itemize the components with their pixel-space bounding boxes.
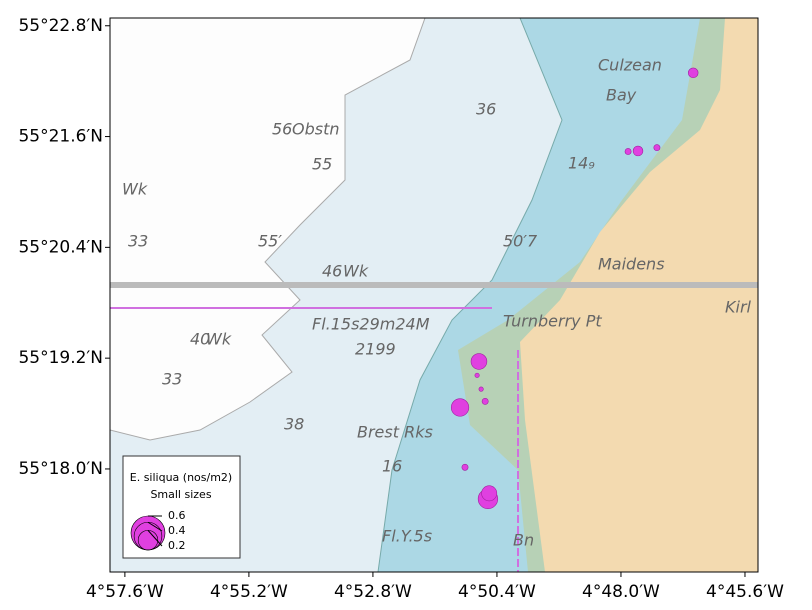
- map-label: 36: [476, 100, 496, 119]
- legend-subtitle: Small sizes: [150, 488, 211, 501]
- axes: 4°57.6′W 4°55.2′W 4°52.8′W 4°50.4′W 4°48.0′W…: [18, 16, 784, 602]
- map-label: Wk: [206, 330, 232, 349]
- bubble: [461, 463, 469, 471]
- y-tick-label: 55°22.8′N: [18, 16, 103, 36]
- map-label: Fl.15s29m24M: [312, 315, 430, 334]
- map-label: 38: [284, 415, 304, 434]
- map-label: Wk: [122, 180, 148, 199]
- bubble: [450, 398, 470, 417]
- bubble: [470, 353, 488, 370]
- bubble: [481, 485, 498, 502]
- legend-size-label: 0.6: [168, 509, 186, 522]
- land: [520, 18, 758, 572]
- y-tick-label: 55°21.6′N: [18, 127, 103, 147]
- map-label: 40: [190, 330, 210, 349]
- bubble: [624, 148, 632, 155]
- legend-bubble: [137, 530, 159, 551]
- map-label: 14₉: [568, 154, 595, 173]
- map-label: 33: [162, 370, 182, 389]
- bubble: [481, 397, 489, 405]
- bubble: [474, 372, 480, 378]
- x-tick-label: 4°52.8′W: [334, 582, 412, 602]
- map-label: Obstn: [292, 120, 340, 139]
- frame: [109, 17, 759, 573]
- bubble: [632, 145, 644, 157]
- bubble: [478, 386, 484, 392]
- legend-leader: [147, 530, 163, 547]
- bubble: [687, 67, 699, 79]
- map-label: 2199: [355, 340, 396, 359]
- map-label: Wk: [343, 262, 369, 281]
- map-label: 55′: [258, 232, 282, 251]
- map-label: Kirl: [725, 298, 752, 317]
- bubble: [653, 144, 661, 152]
- bubbles: [450, 67, 699, 509]
- y-tick-label: 55°18.0′N: [18, 459, 103, 479]
- x-tick-label: 4°50.4′W: [458, 582, 536, 602]
- map-label: Culzean: [598, 56, 662, 75]
- shallow-area: [110, 18, 426, 441]
- legend: E. siliqua (nos/m2) Small sizes 0.60.40.…: [122, 455, 241, 559]
- map-label: Brest Rks: [357, 423, 433, 442]
- y-tick-label: 55°20.4′N: [18, 237, 103, 257]
- legend-size-label: 0.2: [168, 539, 186, 552]
- legend-leader: [147, 521, 163, 532]
- y-tick-label: 55°19.2′N: [18, 348, 103, 368]
- x-tick-label: 4°45.6′W: [706, 582, 784, 602]
- legend-size-label: 0.4: [168, 524, 186, 537]
- map-label: Turnberry Pt: [503, 312, 602, 331]
- map-label: Bn: [513, 531, 534, 550]
- legend-items: 0.6 0.4 0.2: [130, 509, 186, 552]
- map-label: 50′7: [503, 232, 538, 251]
- map-label: 33: [128, 232, 148, 251]
- x-tick-label: 4°57.6′W: [86, 582, 164, 602]
- x-tick-label: 4°55.2′W: [210, 582, 288, 602]
- map-label: Maidens: [598, 255, 665, 274]
- map-label: Bay: [606, 86, 637, 105]
- map-label: 46: [322, 262, 342, 281]
- map-label: 16: [382, 457, 402, 476]
- x-tick-label: 4°48.0′W: [582, 582, 660, 602]
- map-label: 56: [272, 120, 292, 139]
- legend-title: E. siliqua (nos/m2): [130, 471, 232, 484]
- map-label: 55: [312, 155, 332, 174]
- map-label: Fl.Y.5s: [382, 527, 432, 546]
